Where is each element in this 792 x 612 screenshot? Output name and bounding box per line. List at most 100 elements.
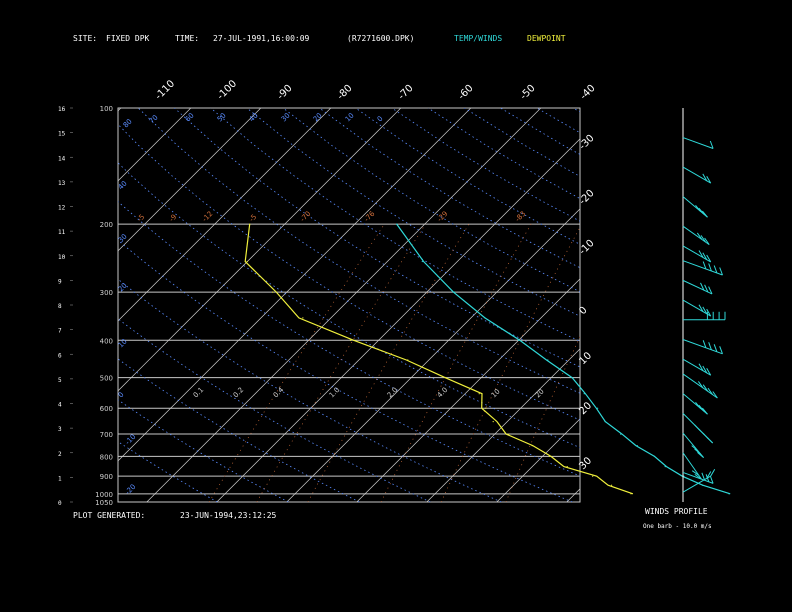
dry-adiabat — [282, 108, 580, 293]
mixing-ratio-label-4.0: 4.0 — [436, 386, 450, 400]
data-point-dewpoint — [492, 421, 494, 423]
wind-barb-flag — [698, 363, 704, 371]
data-point-temp — [597, 407, 599, 409]
dry-adiabat-side-label: -20 — [124, 483, 138, 497]
wind-barb-flag — [708, 286, 713, 295]
mixing-ratio-line — [440, 226, 580, 502]
data-point-dewpoint — [566, 466, 568, 468]
wind-barb — [682, 260, 723, 276]
wind-barb-flag — [700, 282, 705, 291]
mixing-ratio-label-0.4: 0.4 — [272, 385, 286, 399]
time-label: TIME: — [175, 34, 199, 43]
data-point-dewpoint — [445, 377, 447, 379]
dry-adiabat — [137, 108, 580, 394]
dry-adiabat — [319, 108, 580, 269]
generated-label: PLOT GENERATED: — [73, 511, 145, 520]
dry-adiabat — [246, 108, 580, 317]
data-point-temp — [484, 317, 486, 319]
mixing-ratio-line — [208, 223, 385, 502]
dry-adiabat — [464, 108, 580, 177]
data-point-dewpoint — [611, 484, 613, 486]
mixing-ratio-line — [676, 224, 777, 502]
wind-barb-flag — [708, 263, 712, 272]
moist-label-2: -12 — [201, 210, 215, 224]
wind-barb-flag — [710, 468, 716, 477]
moist-label-0: -5 — [136, 213, 147, 224]
skew-temp-label--110: -110 — [153, 78, 177, 102]
data-point-dewpoint — [630, 493, 632, 495]
height-label-2: 2 — [58, 451, 62, 458]
wind-barb-flag — [713, 265, 718, 274]
dry-adiabat — [118, 162, 580, 449]
data-point-temp — [583, 393, 585, 395]
wind-barb-flag — [702, 407, 708, 415]
time-value: 27-JUL-1991,16:00:09 — [213, 34, 310, 43]
mixing-ratio-line — [380, 223, 532, 502]
wind-barb-flag — [702, 384, 709, 392]
height-label-8: 8 — [58, 303, 62, 310]
dry-adiabat-side-label: 20 — [117, 281, 129, 293]
wind-barb-flag — [706, 367, 712, 376]
dry-adiabat — [682, 108, 792, 502]
skew-temp-label--50: -50 — [518, 83, 537, 102]
isotherm — [777, 108, 792, 502]
isotherm — [637, 108, 792, 502]
moist-label-4: -70 — [299, 210, 313, 224]
data-point-temp — [702, 484, 704, 486]
mixing-ratio-label-2.0: 2.0 — [386, 386, 400, 400]
wind-barb-flag — [706, 175, 712, 184]
dry-adiabat — [427, 108, 580, 200]
wind-barb-flag — [706, 471, 712, 479]
data-point-temp — [664, 466, 666, 468]
isotherm — [118, 108, 332, 322]
isotherm — [426, 348, 580, 502]
dry-adiabat — [646, 108, 792, 502]
data-point-dewpoint — [531, 445, 533, 447]
wind-barb-flag — [702, 306, 708, 315]
mixing-ratio-label-0.2: 0.2 — [232, 386, 246, 400]
isotherm — [146, 108, 542, 502]
wind-barb-flag — [709, 140, 714, 149]
pressure-label-100: 100 — [100, 105, 113, 113]
pressure-label-800: 800 — [100, 453, 113, 461]
grid-clipped — [118, 108, 792, 502]
wind-barb-flag — [702, 365, 708, 374]
height-label-9: 9 — [58, 278, 62, 285]
data-point-dewpoint — [249, 223, 251, 225]
grid-layer — [118, 108, 792, 502]
wind-barb-flag — [719, 267, 723, 276]
series-line-dewpoint — [244, 224, 634, 495]
data-point-dewpoint — [485, 407, 487, 409]
wind-barb-flag — [698, 304, 704, 312]
data-point-dewpoint — [508, 433, 510, 435]
skew-temp-label--70: -70 — [396, 83, 415, 102]
dry-adiabat-label-60: 60 — [184, 111, 196, 123]
dry-adiabat — [609, 108, 792, 502]
pressure-label-300: 300 — [100, 289, 113, 297]
dry-adiabat — [391, 108, 580, 222]
wind-barb-flag — [712, 391, 718, 399]
wind-barb — [682, 137, 714, 149]
dry-adiabat — [355, 108, 580, 245]
isotherm — [566, 488, 580, 502]
moist-label-5: -76 — [363, 209, 377, 223]
height-label-3: 3 — [58, 426, 62, 433]
dry-adiabat-label-20: 20 — [312, 111, 324, 123]
pressure-label-500: 500 — [100, 375, 113, 383]
mixing-ratio-label-10: 10 — [490, 387, 502, 399]
wind-barb-flag — [698, 250, 704, 258]
isotherm — [216, 138, 580, 502]
skew-temp-label--80: -80 — [335, 83, 354, 102]
wind-barb-flag — [698, 404, 705, 412]
wind-barb — [682, 475, 711, 493]
wind-barb-flag — [695, 204, 701, 212]
height-label-13: 13 — [58, 180, 66, 187]
height-label-1: 1 — [58, 475, 62, 482]
dry-adiabat — [118, 441, 218, 502]
dry-adiabat-side-label: 30 — [117, 232, 129, 244]
wind-barb — [682, 471, 714, 484]
generated-value: 23-JUN-1994,23:12:25 — [180, 511, 277, 520]
isotherm — [118, 108, 472, 462]
data-point-temp — [636, 445, 638, 447]
mixing-ratio-label-20: 20 — [534, 387, 546, 399]
